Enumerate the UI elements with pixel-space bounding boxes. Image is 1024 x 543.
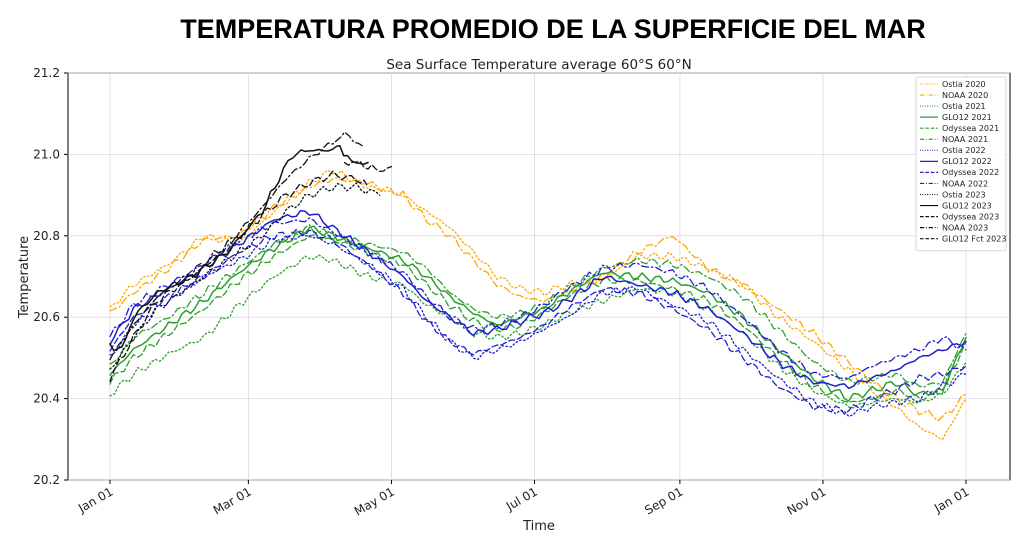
legend-label: Odyssea 2022	[942, 168, 999, 177]
y-tick-label: 21.2	[33, 66, 60, 80]
x-axis-label: Time	[522, 519, 555, 534]
legend-box	[915, 76, 1007, 252]
plot-area	[67, 72, 1011, 481]
chart-title: Sea Surface Temperature average 60°S 60°…	[386, 57, 691, 73]
x-tick-label: Jul 01	[503, 484, 540, 513]
x-tick-label: Jan 01	[931, 484, 971, 515]
legend-label: NOAA 2022	[942, 179, 988, 188]
y-tick-label: 20.2	[33, 473, 60, 487]
y-axis-label: Temperature	[17, 236, 32, 319]
series-line	[109, 169, 967, 441]
series-line	[109, 176, 967, 422]
series-line	[109, 131, 364, 361]
series-line	[109, 170, 369, 383]
legend-label: GLO12 2023	[942, 201, 992, 210]
y-tick-label: 21.0	[33, 147, 60, 161]
series-line	[109, 182, 381, 370]
y-tick-label: 20.4	[33, 392, 60, 406]
x-tick-label: May 01	[352, 484, 397, 518]
series-line	[109, 144, 369, 352]
x-tick-label: Sep 01	[642, 484, 685, 517]
legend-label: GLO12 2021	[942, 113, 992, 122]
legend-label: Ostia 2022	[942, 146, 986, 155]
series-line	[109, 234, 967, 403]
legend-label: GLO12 Fct 2023	[942, 235, 1006, 244]
y-tick-label: 20.6	[33, 310, 60, 324]
legend-label: Odyssea 2023	[942, 212, 999, 221]
legend-label: NOAA 2023	[942, 223, 988, 232]
legend-label: NOAA 2021	[942, 135, 988, 144]
legend: Ostia 2020 NOAA 2020 Ostia 2021 GLO12 2021 O…	[915, 76, 1007, 252]
x-tick-label: Jan 01	[75, 484, 115, 515]
series-line	[343, 160, 393, 173]
series-line	[109, 217, 967, 380]
legend-label: Odyssea 2021	[942, 124, 999, 133]
x-tick-label: Mar 01	[211, 484, 254, 517]
series-line	[109, 225, 967, 402]
grid	[68, 72, 1010, 481]
series-layer	[109, 131, 967, 441]
legend-label: Ostia 2020	[942, 80, 986, 89]
y-tick-label: 20.8	[33, 229, 60, 243]
series-line	[109, 209, 967, 390]
x-tick-label: Nov 01	[785, 484, 829, 517]
slide-title: TEMPERATURA PROMEDIO DE LA SUPERFICIE DE…	[180, 14, 926, 44]
legend-label: GLO12 2022	[942, 157, 992, 166]
series-line	[109, 228, 967, 415]
legend-label: Ostia 2021	[942, 102, 986, 111]
legend-label: NOAA 2020	[942, 91, 988, 100]
legend-label: Ostia 2023	[942, 190, 986, 199]
